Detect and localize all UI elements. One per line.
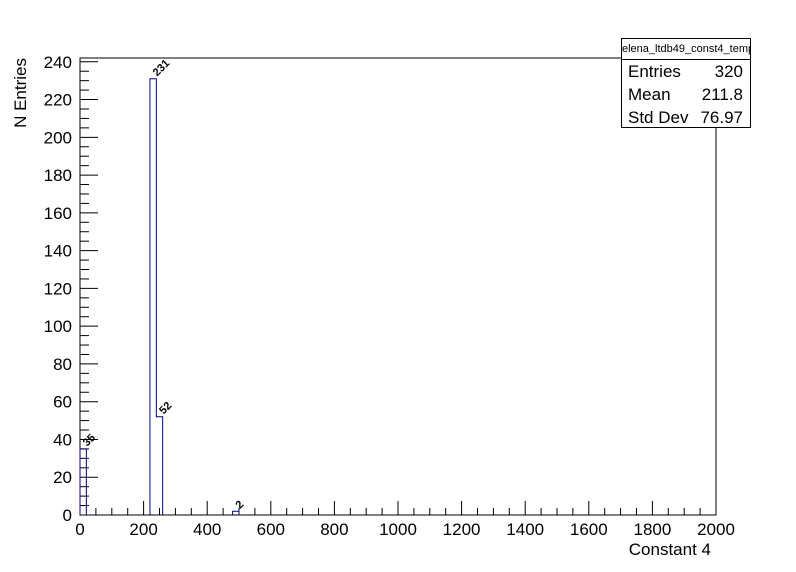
bin-value-label: 231 [151,57,172,78]
x-tick-label: 200 [129,520,157,539]
x-tick-label: 1000 [379,520,417,539]
y-tick-label: 220 [44,91,72,110]
x-axis-ticks: 0 200 400 600 800 1000 1200 1400 1600 1800 2000 [75,501,735,539]
stats-row-stddev: Std Dev 76.97 [622,106,750,129]
stats-value: 320 [714,62,743,81]
histogram-bin [150,79,156,515]
stats-label: Std Dev [628,108,689,127]
y-tick-label: 120 [44,279,72,298]
y-tick-label: 0 [63,506,72,525]
x-tick-label: 800 [320,520,348,539]
y-tick-label: 40 [53,430,72,449]
stats-value: 76.97 [700,108,743,127]
histogram-bars [79,78,240,515]
y-tick-label: 140 [44,242,72,261]
bin-value-label: 2 [233,499,246,512]
y-tick-label: 100 [44,317,72,336]
x-tick-label: 0 [75,520,84,539]
y-tick-label: 80 [53,355,72,374]
bin-value-label: 35 [81,432,98,449]
y-axis-title: N Entries [11,58,30,128]
stats-box: elena_ltdb49_const4_temp Entries 320 Mea… [621,38,751,128]
histogram-outline [79,78,240,515]
y-tick-label: 200 [44,128,72,147]
histogram-bin [233,511,239,515]
y-tick-label: 180 [44,166,72,185]
y-tick-label: 160 [44,204,72,223]
x-tick-label: 1800 [633,520,671,539]
y-tick-label: 60 [53,393,72,412]
stats-row-mean: Mean 211.8 [622,83,750,106]
stats-label: Entries [628,62,681,81]
x-axis-title: Constant 4 [629,540,711,559]
stats-label: Mean [628,85,671,104]
y-tick-label: 240 [44,53,72,72]
stats-value: 211.8 [701,85,743,104]
y-tick-label: 20 [53,468,72,487]
x-tick-label: 1600 [570,520,608,539]
stats-row-entries: Entries 320 [622,60,750,83]
histogram-bin [156,417,162,515]
x-tick-label: 2000 [697,520,735,539]
x-tick-label: 400 [193,520,221,539]
x-tick-label: 600 [257,520,285,539]
y-axis-ticks: 0 20 40 60 80 100 120 140 160 180 200 220 240 [44,53,98,525]
bin-value-label: 52 [157,400,174,417]
x-tick-label: 1400 [506,520,544,539]
bar-value-labels: 35 231 52 2 [81,57,246,511]
x-tick-label: 1200 [443,520,481,539]
stats-title: elena_ltdb49_const4_temp [622,39,750,60]
